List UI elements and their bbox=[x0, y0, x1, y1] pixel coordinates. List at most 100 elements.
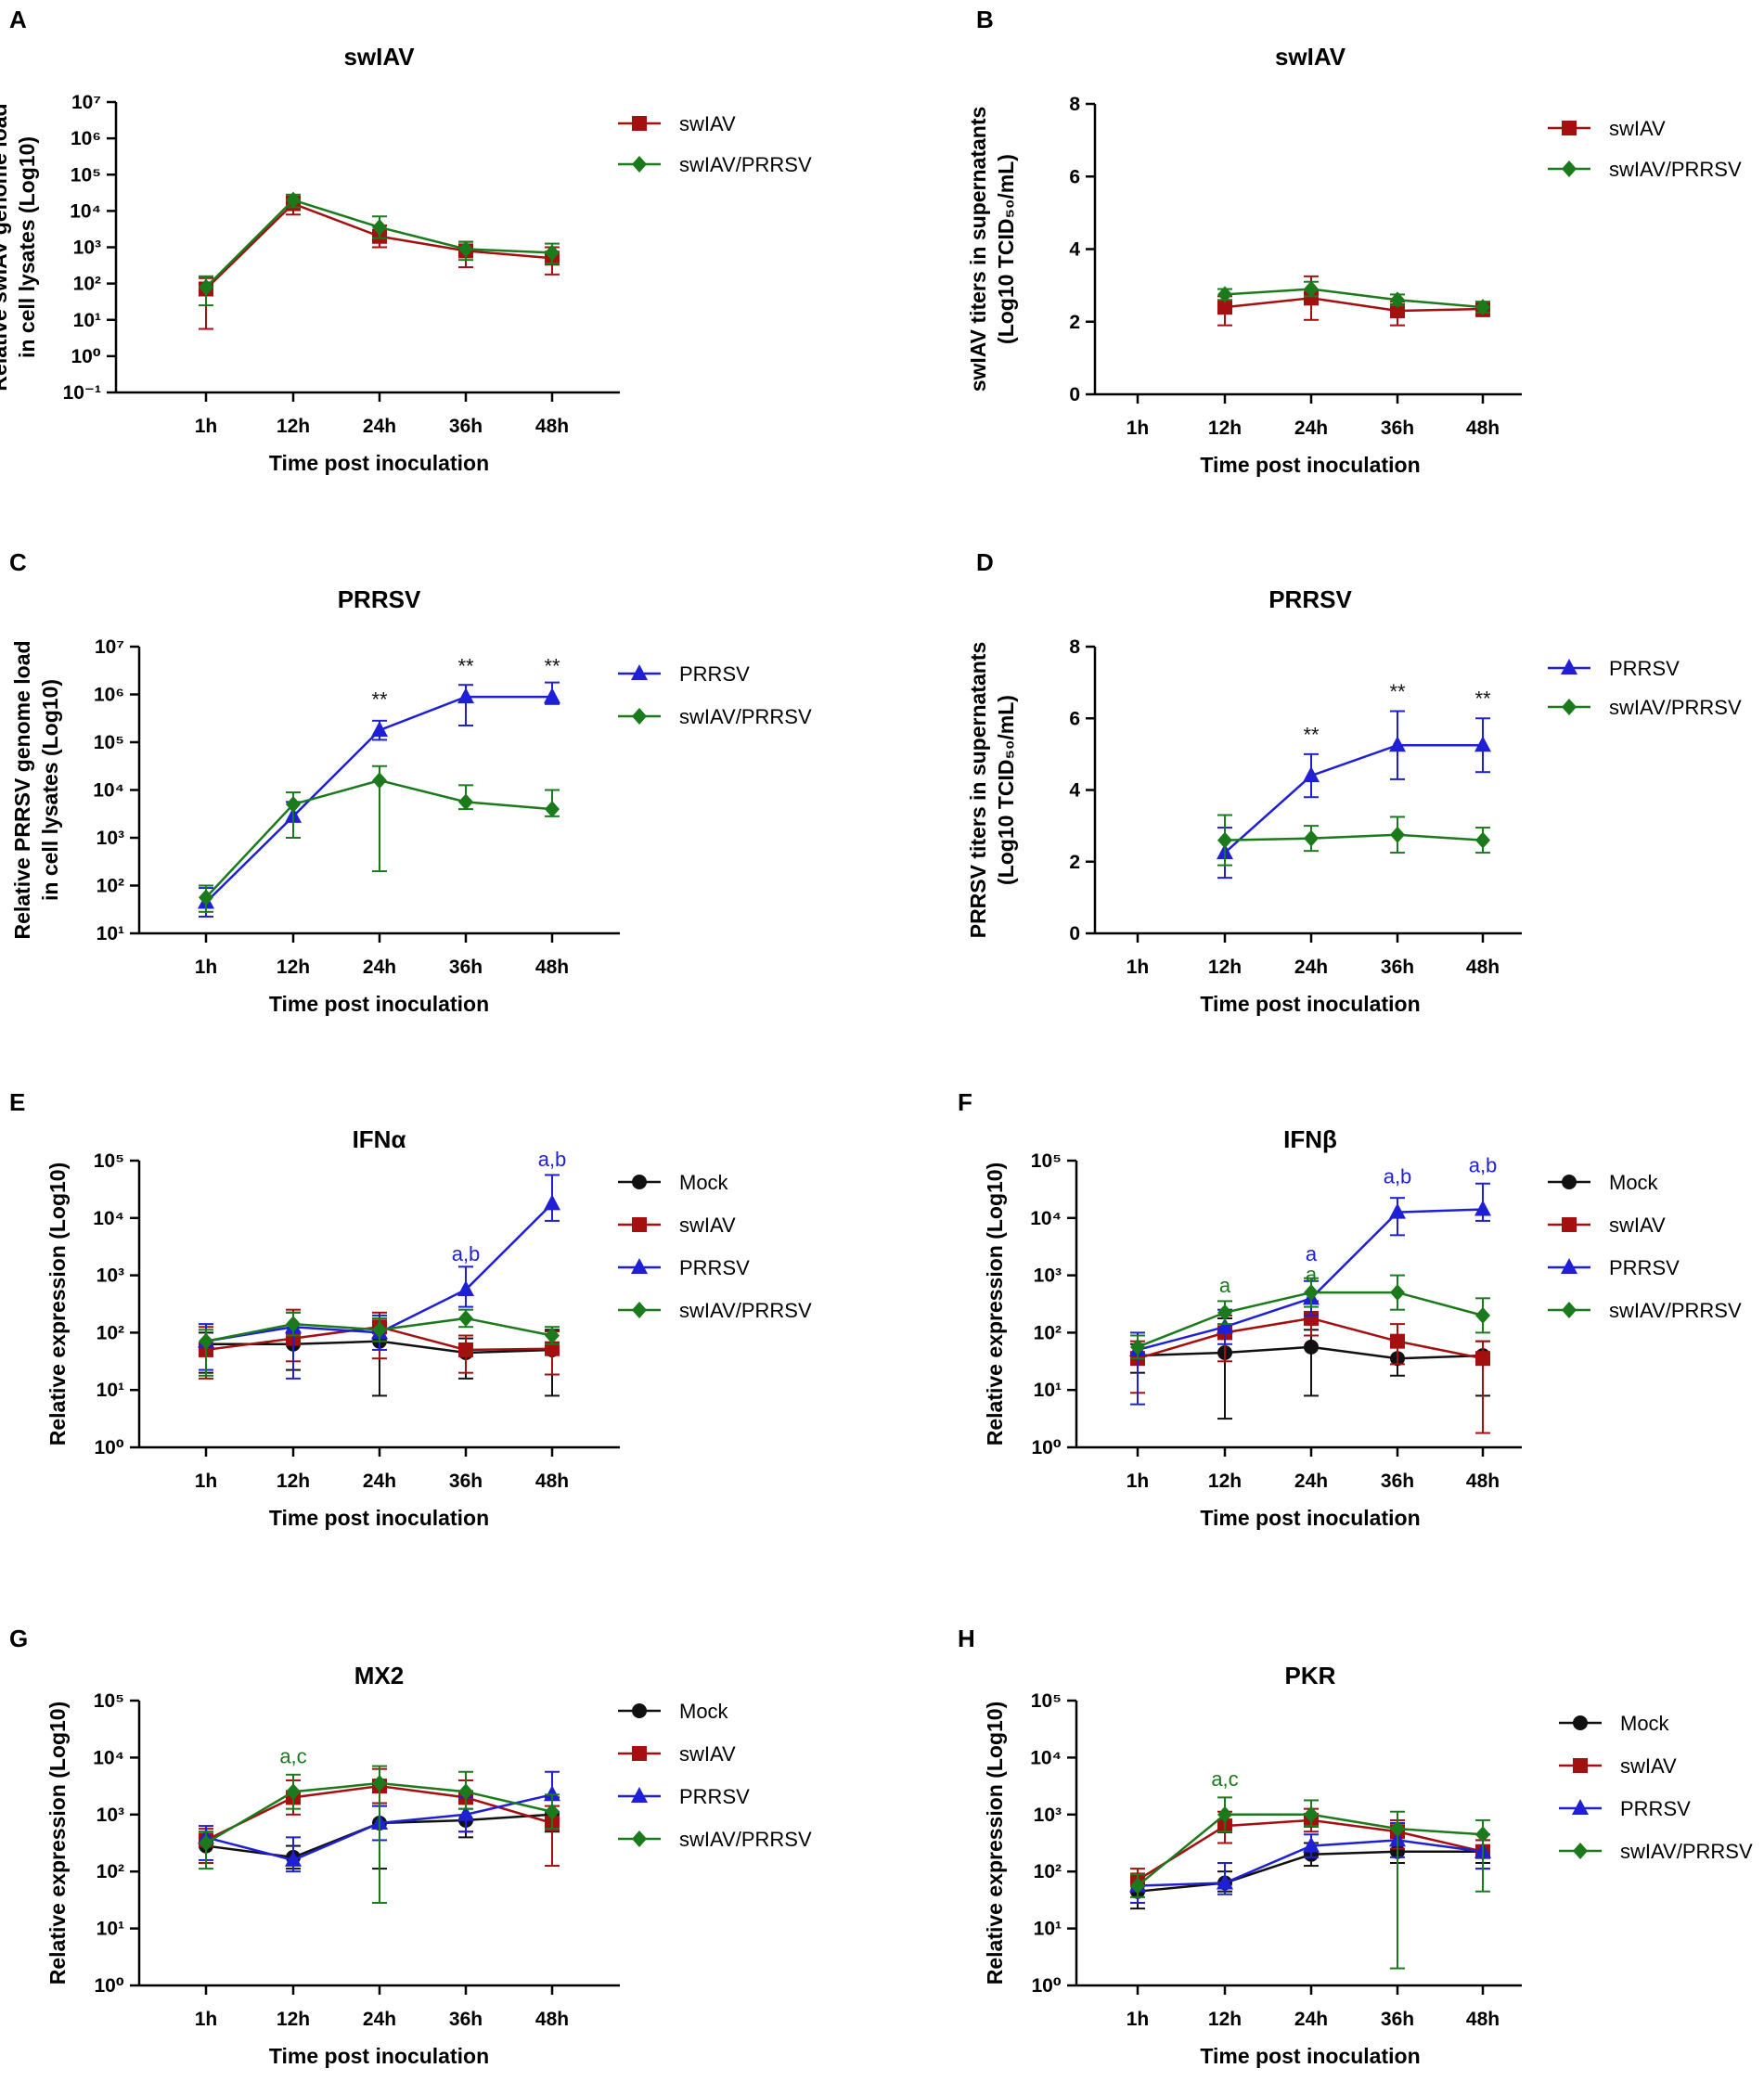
series-swiav-prrsv bbox=[199, 191, 560, 307]
y-tick-label: 10⁰ bbox=[71, 346, 101, 367]
significance-annotation: a bbox=[1219, 1274, 1231, 1297]
x-tick-label: 24h bbox=[363, 416, 396, 437]
x-tick-label: 36h bbox=[1381, 957, 1414, 978]
legend-entry-prrsv: PRRSV bbox=[618, 1256, 750, 1279]
significance-annotation: ** bbox=[457, 654, 474, 677]
y-tick-label: 10⁴ bbox=[1030, 1747, 1062, 1768]
x-axis-label: Time post inoculation bbox=[1200, 453, 1420, 477]
data-point bbox=[1475, 299, 1490, 316]
data-point bbox=[1217, 1805, 1232, 1823]
x-tick-label: 36h bbox=[449, 416, 483, 437]
y-axis-label: (Log10 TCID₅₀/mL) bbox=[994, 154, 1018, 344]
series-swiav-prrsv bbox=[1130, 1796, 1490, 1970]
y-tick-label: 2 bbox=[1069, 312, 1080, 333]
chart-title: IFNα bbox=[353, 1125, 406, 1153]
chart-title: swIAV bbox=[1275, 43, 1346, 71]
data-point bbox=[458, 1309, 473, 1327]
y-axis-label: in cell lysates (Log10) bbox=[38, 679, 62, 901]
y-tick-label: 10² bbox=[73, 274, 101, 295]
chart-panel-f: F IFNβ 10⁰ 10¹ 10² 10³ 10⁴ 10⁵ 1h 12h 24h 36h 48h Tim… bbox=[958, 1088, 1742, 1530]
panel-label: B bbox=[976, 6, 994, 33]
chart-title: PKR bbox=[1285, 1662, 1336, 1689]
x-tick-label: 48h bbox=[1466, 2009, 1500, 2030]
y-tick-label: 8 bbox=[1069, 636, 1080, 658]
x-tick-label: 36h bbox=[449, 957, 483, 978]
data-point bbox=[1217, 1317, 1233, 1334]
data-point bbox=[1217, 831, 1232, 849]
data-point bbox=[1390, 303, 1405, 319]
legend-marker bbox=[1561, 659, 1577, 674]
y-tick-label: 10⁵ bbox=[1031, 1150, 1062, 1172]
legend-entry-swiav-prrsv: swIAV/PRRSV bbox=[1559, 1840, 1753, 1863]
legend-marker bbox=[631, 664, 648, 680]
x-tick-label: 36h bbox=[1381, 1471, 1414, 1492]
x-tick-label: 1h bbox=[195, 2009, 218, 2030]
y-tick-label: 10⁵ bbox=[1031, 1690, 1062, 1712]
y-tick-label: 10⁰ bbox=[94, 1437, 124, 1458]
x-axis-label: Time post inoculation bbox=[1200, 1506, 1420, 1530]
x-tick-label: 1h bbox=[195, 416, 218, 437]
significance-annotation: ** bbox=[544, 654, 560, 677]
chart-title: PRRSV bbox=[338, 585, 421, 613]
y-tick-label: 10⁶ bbox=[94, 685, 124, 706]
legend-label: PRRSV bbox=[1609, 657, 1680, 680]
y-tick-label: 10⁰ bbox=[1031, 1975, 1062, 1997]
legend: swIAV swIAV/PRRSV bbox=[618, 112, 812, 176]
y-tick-label: 8 bbox=[1069, 94, 1080, 115]
series-swiav-prrsv bbox=[199, 764, 560, 913]
y-axis-label: Relative expression (Log10) bbox=[45, 1163, 70, 1446]
panel-label: H bbox=[958, 1625, 975, 1652]
x-tick-label: 48h bbox=[1466, 417, 1500, 439]
y-axis-label: in cell lysates (Log10) bbox=[15, 136, 39, 358]
data-point bbox=[1389, 1202, 1406, 1219]
legend-entry-prrsv: PRRSV bbox=[1548, 657, 1680, 680]
legend-marker bbox=[1562, 1217, 1577, 1232]
y-tick-label: 10¹ bbox=[1034, 1380, 1062, 1401]
x-tick-label: 1h bbox=[1127, 1471, 1150, 1492]
legend-entry-swiav: swIAV bbox=[1548, 1214, 1666, 1237]
x-tick-label: 48h bbox=[535, 416, 569, 437]
significance-annotation: ** bbox=[1303, 723, 1320, 746]
y-tick-label: 10¹ bbox=[97, 1919, 124, 1940]
series-swiav-prrsv bbox=[1217, 814, 1490, 867]
legend-label: PRRSV bbox=[1620, 1797, 1691, 1820]
legend-label: swIAV/PRRSV bbox=[1609, 158, 1742, 181]
legend-label: swIAV/PRRSV bbox=[1609, 696, 1742, 719]
legend-label: Mock bbox=[679, 1700, 729, 1723]
legend-entry-swiav: swIAV bbox=[1559, 1754, 1677, 1778]
y-tick-label: 6 bbox=[1069, 166, 1080, 187]
legend: Mock swIAV PRRSV swIAV/PRRSV bbox=[1548, 1171, 1742, 1322]
legend-label: swIAV/PRRSV bbox=[1609, 1299, 1742, 1322]
legend-label: swIAV/PRRSV bbox=[679, 705, 812, 728]
x-axis-label: Time post inoculation bbox=[1200, 992, 1420, 1016]
legend: Mock swIAV PRRSV swIAV/PRRSV bbox=[618, 1171, 812, 1322]
legend-marker bbox=[1573, 1715, 1588, 1730]
data-point bbox=[1390, 1284, 1405, 1302]
legend-entry-swiav-prrsv: swIAV/PRRSV bbox=[618, 705, 812, 728]
legend-entry-swiav-prrsv: swIAV/PRRSV bbox=[1548, 1299, 1742, 1322]
x-axis-label: Time post inoculation bbox=[269, 992, 489, 1016]
significance-annotation: a,b bbox=[452, 1242, 481, 1265]
x-tick-label: 48h bbox=[1466, 1471, 1500, 1492]
data-point bbox=[457, 1805, 474, 1821]
data-point bbox=[1475, 1826, 1490, 1843]
panel-label: A bbox=[9, 6, 27, 33]
legend-entry-swiav: swIAV bbox=[618, 112, 736, 135]
data-point bbox=[457, 687, 474, 704]
y-tick-label: 10² bbox=[1034, 1322, 1062, 1343]
series-line bbox=[1224, 288, 1484, 309]
y-tick-label: 0 bbox=[1069, 923, 1080, 944]
chart-panel-d: D PRRSV 0 2 4 6 8 1h 12h 24h 36h 48h Time post inocu… bbox=[966, 548, 1742, 1016]
data-point bbox=[372, 218, 387, 236]
legend-marker bbox=[1562, 1302, 1577, 1318]
legend-label: swIAV bbox=[679, 1214, 736, 1237]
legend-marker bbox=[632, 1217, 647, 1232]
data-point bbox=[371, 721, 388, 738]
y-tick-label: 6 bbox=[1069, 708, 1080, 729]
y-tick-label: 10³ bbox=[97, 828, 124, 849]
series-swiav-prrsv bbox=[1130, 1274, 1490, 1360]
legend-label: PRRSV bbox=[679, 662, 750, 686]
data-point bbox=[372, 1775, 387, 1792]
x-tick-label: 1h bbox=[1127, 957, 1150, 978]
